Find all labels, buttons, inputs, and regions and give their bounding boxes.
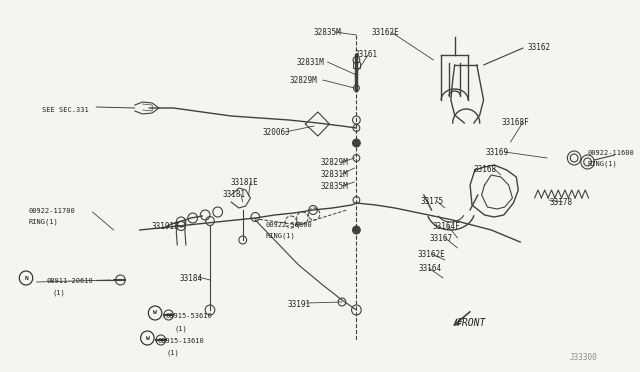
Text: 00922-50800: 00922-50800 xyxy=(266,222,312,228)
Text: (1): (1) xyxy=(53,290,66,296)
Text: W: W xyxy=(153,311,157,315)
Text: 33168F: 33168F xyxy=(502,118,529,127)
Text: 33164F: 33164F xyxy=(432,222,460,231)
Text: 33162E: 33162E xyxy=(418,250,445,259)
Text: 32831M: 32831M xyxy=(296,58,324,67)
Text: 33178: 33178 xyxy=(549,198,572,207)
Text: 32831M: 32831M xyxy=(321,170,348,179)
Text: 33167: 33167 xyxy=(429,234,452,243)
Text: 33181: 33181 xyxy=(223,190,246,199)
FancyBboxPatch shape xyxy=(353,62,360,68)
Text: 32835M: 32835M xyxy=(314,28,341,37)
Text: N: N xyxy=(24,276,28,280)
Text: 33168: 33168 xyxy=(474,165,497,174)
Text: 33161: 33161 xyxy=(355,50,378,59)
Circle shape xyxy=(353,139,360,147)
Text: 08915-53610: 08915-53610 xyxy=(166,313,212,319)
Text: 32006J: 32006J xyxy=(262,128,290,137)
Text: SEE SEC.331: SEE SEC.331 xyxy=(42,107,89,113)
Text: RING(1): RING(1) xyxy=(29,218,59,224)
Text: 33175: 33175 xyxy=(421,197,444,206)
Text: 32835M: 32835M xyxy=(321,182,348,191)
Text: 33191: 33191 xyxy=(287,300,310,309)
Text: J33300: J33300 xyxy=(570,353,597,362)
Text: 33184: 33184 xyxy=(179,274,202,283)
Text: 08911-20610: 08911-20610 xyxy=(46,278,93,284)
Text: 33181E: 33181E xyxy=(231,178,259,187)
Text: RING(1): RING(1) xyxy=(588,160,618,167)
Text: FRONT: FRONT xyxy=(456,318,486,328)
Text: 33164: 33164 xyxy=(418,264,441,273)
Text: 32829M: 32829M xyxy=(289,76,317,85)
Text: 32829M: 32829M xyxy=(321,158,348,167)
Circle shape xyxy=(353,226,360,234)
Text: W: W xyxy=(145,336,149,340)
Text: 33162E: 33162E xyxy=(371,28,399,37)
Text: (1): (1) xyxy=(174,325,187,331)
Text: 33191E: 33191E xyxy=(152,222,180,231)
Text: (1): (1) xyxy=(166,350,179,356)
Text: 00922-11700: 00922-11700 xyxy=(29,208,76,214)
Text: 08915-13610: 08915-13610 xyxy=(158,338,205,344)
Text: RING(1): RING(1) xyxy=(266,232,296,238)
Text: 00922-11600: 00922-11600 xyxy=(588,150,634,156)
Text: 33169: 33169 xyxy=(486,148,509,157)
Text: 33162: 33162 xyxy=(528,43,551,52)
